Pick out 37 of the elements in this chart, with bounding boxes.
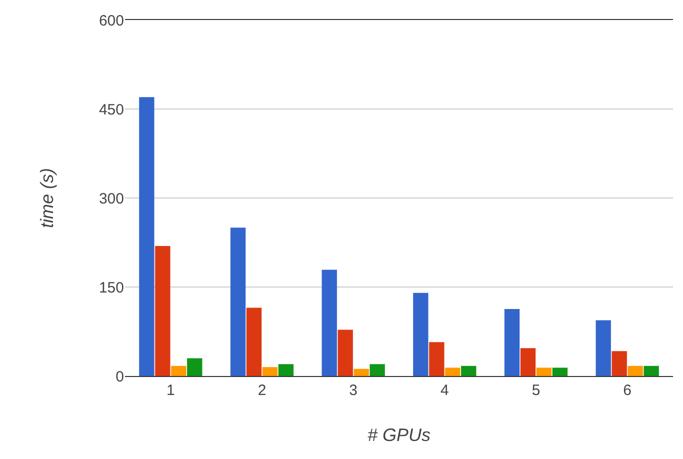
x-tick-label: 4 bbox=[440, 382, 449, 399]
y-tick-label: 450 bbox=[98, 101, 124, 118]
y-tick-label: 150 bbox=[98, 279, 124, 296]
bar bbox=[171, 366, 186, 376]
bar bbox=[628, 366, 643, 376]
bar bbox=[596, 320, 611, 376]
bar bbox=[520, 348, 536, 376]
y-tick-label: 300 bbox=[98, 190, 124, 208]
bar bbox=[322, 270, 337, 376]
bar bbox=[230, 228, 246, 376]
x-axis-title: # GPUs bbox=[367, 425, 431, 446]
bar bbox=[246, 308, 262, 376]
bar bbox=[552, 368, 568, 376]
bar bbox=[536, 368, 552, 376]
x-tick-label: 6 bbox=[623, 382, 632, 399]
bar bbox=[461, 366, 476, 376]
y-tick-label: 0 bbox=[116, 368, 124, 386]
bar bbox=[644, 366, 659, 376]
bar bbox=[338, 330, 353, 376]
bar bbox=[370, 364, 385, 376]
bar bbox=[262, 367, 278, 376]
bar bbox=[445, 368, 460, 376]
bar bbox=[429, 342, 444, 376]
y-axis-title: time (s) bbox=[37, 168, 58, 228]
bar bbox=[354, 368, 369, 376]
x-tick-label: 1 bbox=[166, 382, 175, 399]
x-tick-label: 5 bbox=[532, 382, 540, 399]
x-tick-label: 2 bbox=[258, 382, 266, 399]
bar bbox=[612, 351, 627, 376]
bar bbox=[413, 292, 428, 376]
y-tick-label: 600 bbox=[98, 12, 124, 30]
bar bbox=[187, 358, 202, 376]
x-tick-label: 3 bbox=[349, 382, 358, 399]
bar bbox=[155, 246, 170, 376]
bar bbox=[139, 97, 154, 376]
bar bbox=[504, 308, 520, 376]
bar bbox=[278, 364, 294, 376]
